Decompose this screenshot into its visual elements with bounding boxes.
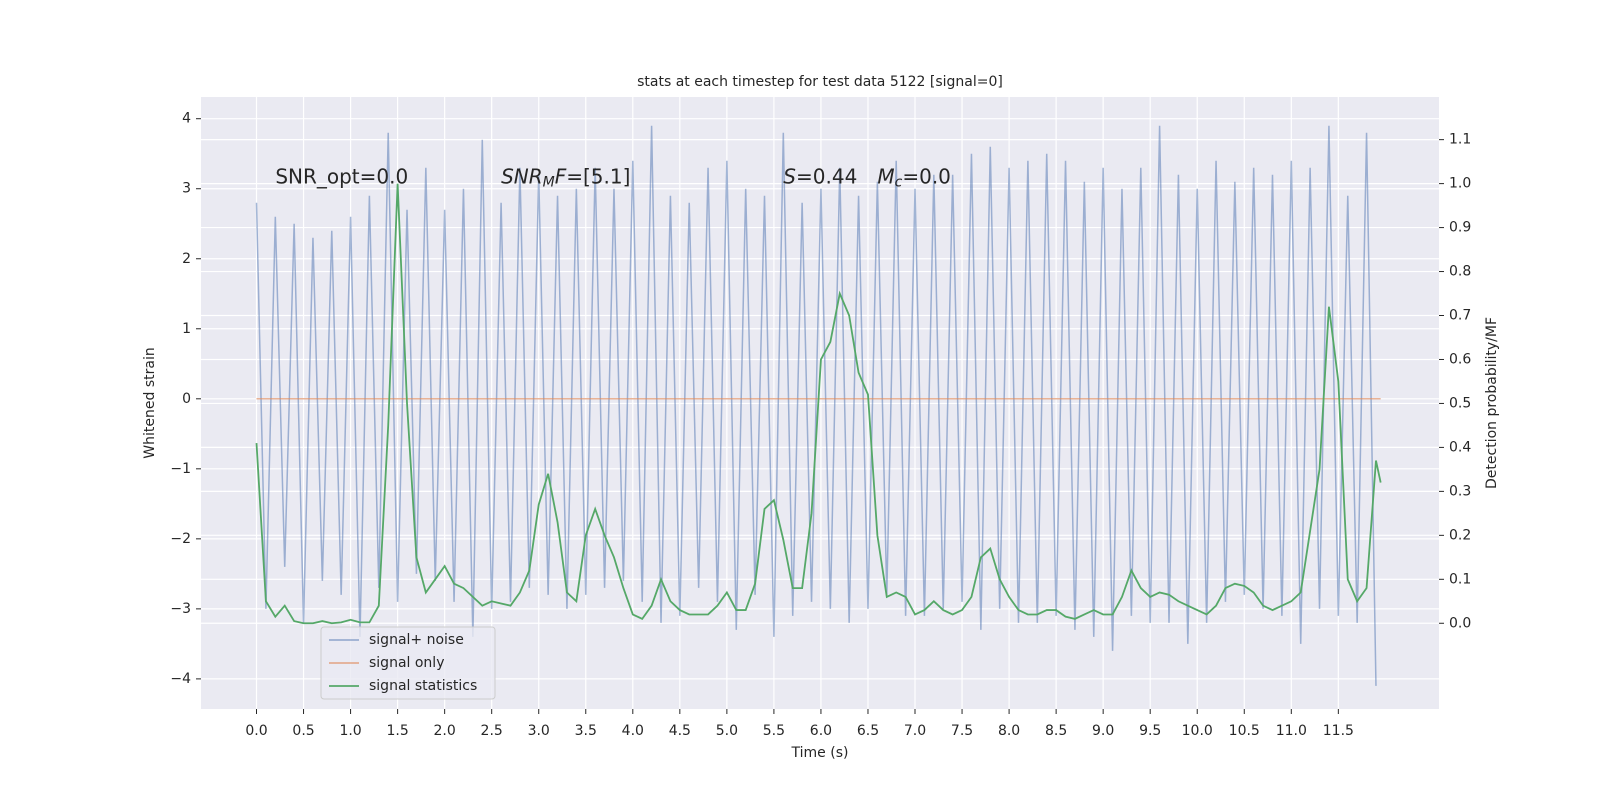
x-tick-label: 4.5: [669, 723, 691, 739]
x-tick-label: 3.5: [575, 723, 597, 739]
series-line: [255, 125, 1377, 686]
annotation-part: M: [543, 175, 555, 191]
x-tick-label: 5.5: [763, 723, 785, 739]
x-tick-label: 9.0: [1092, 723, 1114, 739]
y-tick-label: −4: [170, 671, 191, 687]
y2-tick-label: 0.6: [1449, 351, 1471, 367]
y-tick-label: −1: [170, 461, 191, 477]
x-tick-label: 10.0: [1182, 723, 1213, 739]
x-tick-label: 7.5: [951, 723, 973, 739]
x-tick-label: 1.5: [386, 723, 408, 739]
y2-axis-label: Detection probability/MF: [1484, 317, 1500, 489]
y-tick-label: 2: [182, 251, 191, 267]
x-tick-label: 7.0: [904, 723, 926, 739]
y-tick-label: −3: [170, 601, 191, 617]
chart-title: stats at each timestep for test data 512…: [637, 74, 1003, 90]
x-tick-label: 0.0: [245, 723, 267, 739]
y-axis-label: Whitened strain: [142, 347, 158, 458]
y2-tick-label: 0.1: [1449, 571, 1471, 587]
annotation: S=0.44: [783, 164, 857, 188]
annotation-part: SNR_opt=0.0: [275, 164, 408, 188]
annotation-part: S: [783, 164, 796, 188]
y2-tick-label: 0.2: [1449, 527, 1471, 543]
annotation: SNRMF=[5.1]: [501, 164, 630, 191]
y-tick-label: 0: [182, 391, 191, 407]
y2-tick-label: 0.4: [1449, 439, 1471, 455]
annotation-part: SNR: [501, 164, 543, 188]
annotation-part: =0.44: [796, 164, 857, 188]
x-tick-label: 8.5: [1045, 723, 1067, 739]
x-axis-label: Time (s): [791, 745, 849, 761]
legend-box: [320, 626, 496, 700]
legend-label: signal statistics: [369, 678, 477, 694]
y2-tick-label: 0.7: [1449, 308, 1471, 324]
x-tick-label: 6.0: [810, 723, 832, 739]
x-tick-label: 4.0: [622, 723, 644, 739]
annotation: Mc=0.0: [877, 164, 951, 191]
x-tick-label: 10.5: [1229, 723, 1260, 739]
annotation-part: F: [555, 164, 567, 188]
x-tick-label: 11.0: [1276, 723, 1307, 739]
x-tick-label: 1.0: [339, 723, 361, 739]
y-tick-label: 1: [182, 321, 191, 337]
y2-tick-label: 0.9: [1449, 220, 1471, 236]
y2-tick-label: 0.0: [1449, 615, 1471, 631]
x-tick-label: 6.5: [857, 723, 879, 739]
legend-label: signal only: [369, 655, 444, 671]
x-tick-label: 0.5: [292, 723, 314, 739]
y2-tick-label: 1.1: [1449, 132, 1471, 148]
annotation-part: c: [895, 175, 903, 191]
legend-label: signal+ noise: [369, 632, 464, 648]
series-line: [255, 183, 1382, 625]
y2-tick-label: 0.5: [1449, 395, 1471, 411]
x-tick-label: 3.0: [528, 723, 550, 739]
y-tick-label: 4: [182, 111, 191, 127]
annotation: SNR_opt=0.0: [275, 164, 408, 188]
x-tick-label: 2.0: [434, 723, 456, 739]
y-tick-label: −2: [170, 531, 191, 547]
x-tick-label: 9.5: [1139, 723, 1161, 739]
annotation-part: =[5.1]: [566, 164, 630, 188]
y2-tick-label: 0.3: [1449, 483, 1471, 499]
y-tick-label: 3: [182, 181, 191, 197]
x-tick-label: 11.5: [1323, 723, 1354, 739]
y2-tick-label: 1.0: [1449, 176, 1471, 192]
x-tick-label: 5.0: [716, 723, 738, 739]
x-tick-label: 2.5: [481, 723, 503, 739]
annotation-part: M: [877, 164, 894, 188]
y2-tick-label: 0.8: [1449, 264, 1471, 280]
x-tick-label: 8.0: [998, 723, 1020, 739]
annotation-part: =0.0: [902, 164, 951, 188]
